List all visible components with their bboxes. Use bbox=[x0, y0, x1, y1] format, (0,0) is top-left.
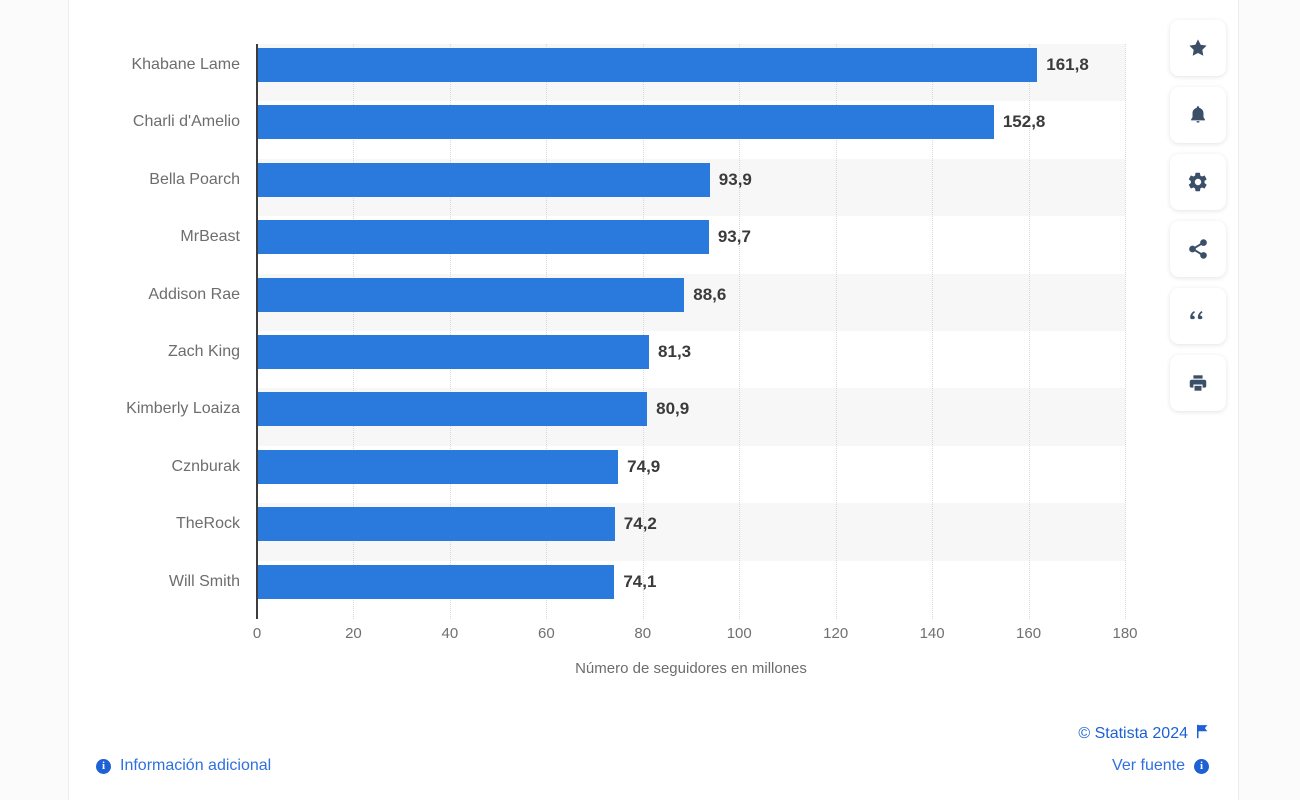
bar-value-label: 93,9 bbox=[718, 169, 752, 189]
bar-row: 74,2 bbox=[257, 507, 1125, 542]
bar-row: 152,8 bbox=[257, 105, 1125, 140]
bar-value-label: 93,7 bbox=[717, 227, 751, 247]
copyright-text: © Statista 2024 bbox=[1078, 725, 1188, 742]
page-edge-left bbox=[68, 0, 69, 800]
value-tick-label: 60 bbox=[537, 625, 555, 642]
page-edge-right bbox=[1238, 0, 1239, 800]
category-label: Charli d'Amelio bbox=[132, 113, 240, 131]
info-icon: i bbox=[1194, 758, 1209, 774]
additional-info-link[interactable]: i Información adicional bbox=[96, 757, 271, 775]
print-button[interactable] bbox=[1170, 355, 1226, 411]
value-tick-label: 80 bbox=[634, 625, 652, 642]
gridline bbox=[739, 44, 741, 619]
info-icon: i bbox=[96, 758, 111, 774]
additional-info-label: Información adicional bbox=[120, 757, 272, 774]
bar-chart: Khabane Lame Charli d'Amelio Bella Poarch M… bbox=[68, 0, 1238, 700]
alert-button[interactable] bbox=[1170, 87, 1226, 143]
gridline bbox=[932, 44, 934, 619]
value-tick-label: 20 bbox=[345, 625, 362, 642]
category-label: Kimberly Loaiza bbox=[126, 400, 240, 418]
category-label: TheRock bbox=[175, 515, 240, 533]
bar-row: 161,8 bbox=[257, 48, 1125, 82]
share-button[interactable] bbox=[1170, 221, 1226, 277]
chart-footer: © Statista 2024 i Información adicional … bbox=[68, 700, 1238, 800]
value-axis-title: Número de seguidores en millones bbox=[575, 660, 807, 677]
category-label: Addison Rae bbox=[148, 285, 240, 303]
cite-button[interactable] bbox=[1170, 288, 1226, 344]
value-tick-label: 120 bbox=[823, 625, 849, 642]
bar[interactable] bbox=[257, 48, 1038, 82]
value-tick-label: 100 bbox=[726, 625, 752, 642]
printer-icon bbox=[1187, 372, 1209, 394]
category-label: Bella Poarch bbox=[149, 170, 240, 188]
bar[interactable] bbox=[257, 392, 648, 427]
gridline bbox=[546, 44, 548, 619]
copyright: © Statista 2024 bbox=[1078, 724, 1209, 744]
bell-icon bbox=[1187, 104, 1209, 126]
bar[interactable] bbox=[257, 220, 709, 255]
gear-icon bbox=[1187, 171, 1209, 193]
value-tick-label: 0 bbox=[252, 625, 262, 642]
bar-row: 93,9 bbox=[257, 162, 1125, 197]
bar-row: 74,1 bbox=[257, 564, 1125, 599]
category-label: Will Smith bbox=[168, 572, 240, 590]
view-source-label: Ver fuente bbox=[1112, 757, 1185, 774]
value-tick-label: 180 bbox=[1112, 625, 1138, 642]
quote-icon bbox=[1187, 305, 1209, 327]
value-axis-ticks: 0 20 40 60 80 100 120 140 160 180 bbox=[253, 619, 1138, 649]
value-tick-label: 140 bbox=[919, 625, 945, 642]
gridline bbox=[1125, 44, 1127, 619]
bar-value-label: 74,1 bbox=[623, 571, 657, 591]
bar[interactable] bbox=[257, 162, 710, 197]
value-axis-line bbox=[256, 44, 258, 619]
bar-value-label: 81,3 bbox=[658, 342, 692, 361]
favorite-button[interactable] bbox=[1170, 20, 1226, 76]
bar-value-label: 74,2 bbox=[623, 514, 657, 534]
plot-area: 161,8 152,8 93,9 93,7 88,6 81,3 80,9 74,9 74,2 74… bbox=[256, 44, 1127, 619]
bar-value-label: 161,8 bbox=[1046, 55, 1089, 74]
bar-value-label: 80,9 bbox=[656, 399, 690, 419]
bar-value-label: 88,6 bbox=[693, 284, 727, 304]
star-icon bbox=[1187, 37, 1209, 59]
gridline bbox=[449, 44, 452, 619]
bar-value-label: 152,8 bbox=[1002, 112, 1046, 132]
gridline bbox=[1028, 44, 1031, 619]
bar-row: 88,6 bbox=[257, 277, 1125, 312]
bar-value-label: 74,9 bbox=[627, 456, 661, 476]
gridline bbox=[835, 44, 838, 619]
gridline bbox=[353, 44, 355, 619]
value-tick-label: 160 bbox=[1016, 625, 1042, 642]
view-source-link[interactable]: Ver fuente i bbox=[1112, 757, 1209, 775]
bar[interactable] bbox=[257, 564, 615, 599]
bar[interactable] bbox=[257, 507, 615, 542]
category-axis-labels: Khabane Lame Charli d'Amelio Bella Poarch M… bbox=[68, 44, 240, 619]
page-gutter-right bbox=[1239, 0, 1300, 800]
bar[interactable] bbox=[257, 105, 994, 140]
flag-icon bbox=[1195, 724, 1209, 744]
bar[interactable] bbox=[257, 449, 619, 484]
bar-row: 80,9 bbox=[257, 392, 1125, 427]
action-toolbar bbox=[1170, 20, 1228, 411]
category-label: Zach King bbox=[167, 343, 240, 360]
page-gutter-left bbox=[0, 0, 68, 800]
bar-row: 74,9 bbox=[257, 449, 1125, 484]
bar-row: 81,3 bbox=[257, 335, 1125, 369]
gridline bbox=[642, 44, 645, 619]
category-label: MrBeast bbox=[180, 228, 240, 246]
value-tick-label: 40 bbox=[441, 625, 459, 642]
category-label: Cznburak bbox=[171, 457, 240, 475]
settings-button[interactable] bbox=[1170, 154, 1226, 210]
bar[interactable] bbox=[257, 335, 650, 369]
bar[interactable] bbox=[257, 277, 685, 312]
bar-row: 93,7 bbox=[257, 220, 1125, 255]
share-icon bbox=[1187, 238, 1209, 260]
category-label: Khabane Lame bbox=[131, 56, 240, 73]
